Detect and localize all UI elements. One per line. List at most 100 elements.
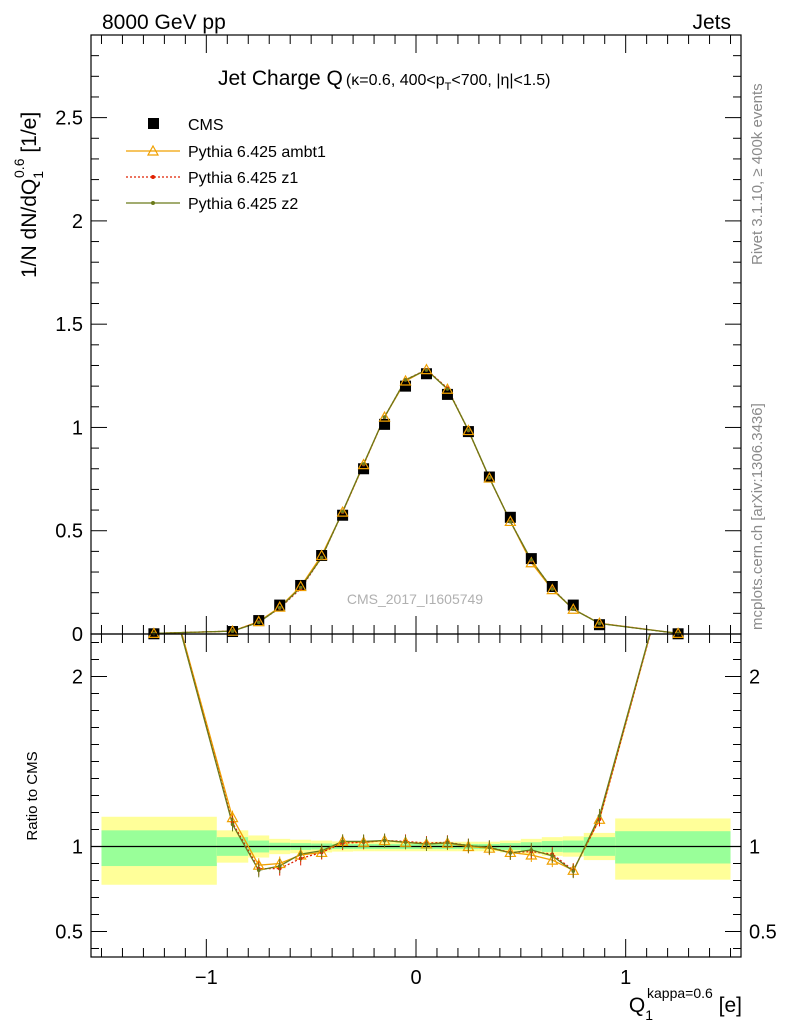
mcplots-label: mcplots.cern.ch [arXiv:1306.3436] bbox=[749, 403, 766, 630]
legend-label-z1: Pythia 6.425 z1 bbox=[188, 170, 298, 187]
main-y-tick-label: 0.5 bbox=[55, 521, 83, 543]
z2-point bbox=[487, 476, 492, 480]
ratio-frame bbox=[90, 633, 742, 958]
z2-point bbox=[319, 555, 324, 560]
ratio-ambt1-point bbox=[525, 848, 538, 860]
ratio-y-tick-label: 2 bbox=[72, 667, 83, 689]
x-tick-label: −1 bbox=[195, 967, 218, 989]
ambt1-point bbox=[483, 471, 496, 483]
legend-marker-z1 bbox=[151, 175, 155, 179]
ambt1-point bbox=[399, 374, 412, 386]
cms-data-point bbox=[274, 599, 286, 611]
ambt1-point bbox=[593, 617, 606, 628]
ratio-point bbox=[298, 852, 303, 856]
beam-label: 8000 GeV pp bbox=[102, 11, 226, 34]
ratio-panel: 0.5 0.5 1 1 2 2 −1 0 1 Ratio to CMS Q1kappa=0.6 … bbox=[24, 633, 777, 1023]
ambt1-point bbox=[378, 410, 391, 422]
analysis-watermark: CMS_2017_I1605749 bbox=[347, 591, 483, 607]
ratio-y-tick-label-right: 0.5 bbox=[749, 922, 777, 944]
z2-point bbox=[256, 620, 261, 625]
ambt1-point bbox=[294, 580, 307, 592]
ratio-point bbox=[466, 843, 471, 848]
ratio-point bbox=[424, 842, 429, 846]
ambt1-point bbox=[420, 363, 433, 375]
legend-label-cms: CMS bbox=[188, 117, 224, 134]
ratio-y-tick-label-right: 1 bbox=[749, 837, 760, 859]
main-y-tick-label: 1.5 bbox=[55, 314, 83, 336]
z2-point bbox=[597, 621, 602, 626]
z2-point bbox=[340, 509, 345, 514]
cms-data-point bbox=[337, 509, 349, 521]
z2-point bbox=[298, 585, 303, 590]
ratio-point bbox=[550, 854, 555, 858]
ratio-series-group bbox=[180, 634, 651, 879]
legend-label-ambt1: Pythia 6.425 ambt1 bbox=[188, 144, 326, 161]
ratio-point bbox=[230, 822, 235, 827]
ambt1-point bbox=[672, 627, 685, 638]
ratio-point bbox=[445, 840, 450, 845]
ratio-point bbox=[319, 848, 324, 853]
ratio-y-tick-label: 0.5 bbox=[55, 922, 83, 944]
z2-point bbox=[230, 629, 235, 633]
main-y-tick-label: 0 bbox=[72, 624, 83, 646]
z2-point bbox=[571, 607, 576, 612]
uncertainty-band-inner bbox=[615, 831, 731, 864]
ambt1-point bbox=[546, 583, 559, 595]
ratio-point bbox=[487, 845, 492, 850]
ratio-y-tick-label: 1 bbox=[72, 837, 83, 859]
legend-marker-cms bbox=[148, 118, 159, 129]
ratio-point bbox=[277, 864, 282, 868]
ratio-point bbox=[403, 840, 408, 845]
ambt1-point bbox=[357, 458, 370, 470]
ambt1-point bbox=[226, 624, 239, 636]
ambt1-point bbox=[252, 615, 265, 627]
main-y-label: 1/N dN/dQ10.6 [1/e] bbox=[11, 112, 46, 278]
ambt1-point bbox=[567, 602, 580, 614]
x-axis-label: Q1kappa=0.6 [e] bbox=[629, 985, 742, 1023]
ratio-y-tick-label-right: 2 bbox=[749, 667, 760, 689]
legend-marker-ambt1 bbox=[146, 144, 160, 156]
ambt1-point bbox=[441, 383, 454, 394]
z2-point bbox=[277, 605, 282, 610]
uncertainty-band-inner bbox=[101, 830, 217, 867]
ratio-point bbox=[508, 851, 513, 855]
main-y-tick-label: 1 bbox=[72, 417, 83, 439]
z2-point bbox=[361, 462, 366, 466]
main-panel: 0 0.5 1 1.5 2 2.5 Jet Charge Q (κ=0.6, 400<pT<… bbox=[11, 34, 742, 646]
z2-point bbox=[403, 378, 408, 382]
cms-data-point bbox=[316, 550, 328, 562]
ratio-ambt1-point bbox=[546, 853, 559, 865]
ratio-point bbox=[382, 838, 387, 843]
ratio-y-label: Ratio to CMS bbox=[24, 751, 41, 840]
ratio-point bbox=[597, 814, 602, 818]
cms-data-point bbox=[295, 579, 307, 591]
z2-point bbox=[466, 428, 471, 433]
ratio-point bbox=[340, 839, 345, 844]
x-tick-label: 0 bbox=[410, 967, 421, 989]
x-tick-label: 1 bbox=[620, 967, 631, 989]
ratio-point bbox=[529, 848, 534, 852]
ambt1-point bbox=[525, 556, 538, 568]
ratio-point bbox=[361, 839, 366, 844]
z2-point bbox=[152, 631, 156, 636]
rivet-label: Rivet 3.1.10, ≥ 400k events bbox=[749, 83, 766, 265]
main-title: Jet Charge Q (κ=0.6, 400<pT<700, |η|<1.5) bbox=[218, 67, 550, 93]
z2-point bbox=[508, 519, 513, 524]
z2-point bbox=[550, 587, 555, 591]
ambt1-point bbox=[147, 627, 160, 638]
z2-point bbox=[382, 415, 387, 419]
ratio-point bbox=[256, 868, 261, 873]
cms-data-point bbox=[400, 380, 412, 392]
ambt1-point bbox=[273, 600, 286, 612]
ambt1-point bbox=[462, 424, 475, 436]
legend: CMS Pythia 6.425 ambt1 Pythia 6.425 z1 P… bbox=[126, 117, 326, 213]
ratio-line bbox=[180, 634, 651, 872]
ambt1-point bbox=[504, 515, 517, 527]
ratio-point bbox=[571, 869, 576, 873]
ambt1-point bbox=[315, 549, 328, 561]
main-y-tick-label: 2 bbox=[72, 211, 83, 233]
legend-marker-z2 bbox=[151, 201, 155, 205]
z2-point bbox=[424, 368, 429, 372]
cms-data-point bbox=[441, 388, 453, 400]
